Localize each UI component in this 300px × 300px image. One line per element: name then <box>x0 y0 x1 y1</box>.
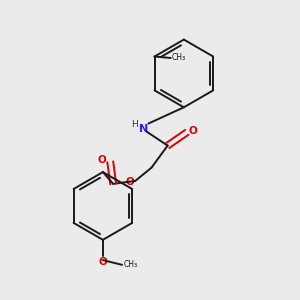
Text: O: O <box>98 257 107 268</box>
Text: H: H <box>131 121 138 130</box>
Text: O: O <box>98 155 107 165</box>
Text: N: N <box>139 124 148 134</box>
Text: O: O <box>188 126 197 136</box>
Text: CH₃: CH₃ <box>172 53 186 62</box>
Text: CH₃: CH₃ <box>123 260 137 269</box>
Text: O: O <box>125 176 134 187</box>
